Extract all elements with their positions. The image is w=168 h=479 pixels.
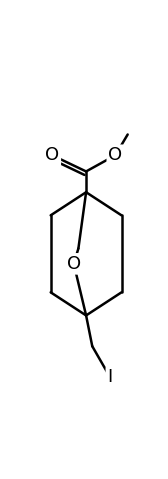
Text: O: O bbox=[108, 146, 122, 164]
Text: I: I bbox=[107, 368, 113, 386]
Text: O: O bbox=[67, 255, 81, 273]
Text: O: O bbox=[45, 146, 59, 164]
